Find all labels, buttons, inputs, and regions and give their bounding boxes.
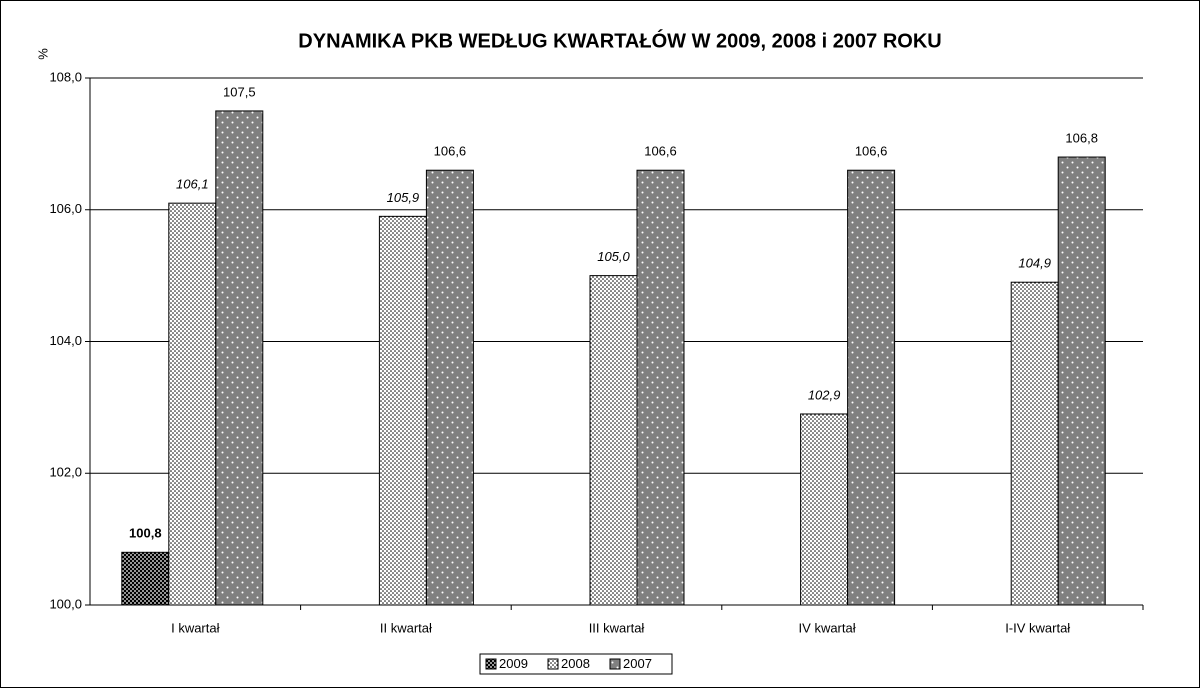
data-label: 106,8 bbox=[1065, 130, 1098, 145]
data-label: 105,0 bbox=[597, 249, 630, 264]
y-axis-label: % bbox=[35, 48, 50, 60]
legend-swatch bbox=[609, 658, 621, 670]
y-tick-label: 102,0 bbox=[49, 465, 82, 480]
y-tick-label: 106,0 bbox=[49, 201, 82, 216]
bar bbox=[215, 110, 264, 606]
data-label: 106,1 bbox=[176, 177, 209, 192]
bar bbox=[378, 215, 427, 606]
y-tick-label: 100,0 bbox=[49, 596, 82, 611]
legend-box bbox=[479, 653, 673, 675]
y-tick-label: 108,0 bbox=[49, 69, 82, 84]
data-label: 106,6 bbox=[644, 144, 677, 159]
bar bbox=[847, 169, 896, 606]
data-label: 105,9 bbox=[387, 190, 420, 205]
legend-label: 2007 bbox=[623, 656, 652, 671]
x-tick-label: IV kwartał bbox=[799, 620, 856, 635]
data-label: 102,9 bbox=[808, 387, 841, 402]
data-label: 106,6 bbox=[434, 144, 467, 159]
x-tick-label: II kwartał bbox=[380, 620, 432, 635]
data-label: 107,5 bbox=[223, 84, 256, 99]
data-label: 106,6 bbox=[855, 144, 888, 159]
bar bbox=[1057, 156, 1106, 606]
chart-title: DYNAMIKA PKB WEDŁUG KWARTAŁÓW W 2009, 20… bbox=[298, 28, 941, 52]
bar bbox=[168, 202, 217, 606]
legend-swatch bbox=[547, 658, 559, 670]
bar bbox=[589, 275, 638, 606]
x-tick-label: I-IV kwartał bbox=[1005, 620, 1070, 635]
x-tick-label: III kwartał bbox=[589, 620, 645, 635]
legend-label: 2009 bbox=[499, 656, 528, 671]
bar bbox=[800, 413, 849, 606]
x-tick-label: I kwartał bbox=[171, 620, 220, 635]
bar bbox=[425, 169, 474, 606]
bar bbox=[121, 551, 170, 606]
y-tick-label: 104,0 bbox=[49, 333, 82, 348]
bar bbox=[1010, 281, 1059, 606]
data-label: 104,9 bbox=[1018, 256, 1051, 271]
data-label: 100,8 bbox=[129, 526, 162, 541]
legend-label: 2008 bbox=[561, 656, 590, 671]
legend-swatch bbox=[485, 658, 497, 670]
bar bbox=[636, 169, 685, 606]
